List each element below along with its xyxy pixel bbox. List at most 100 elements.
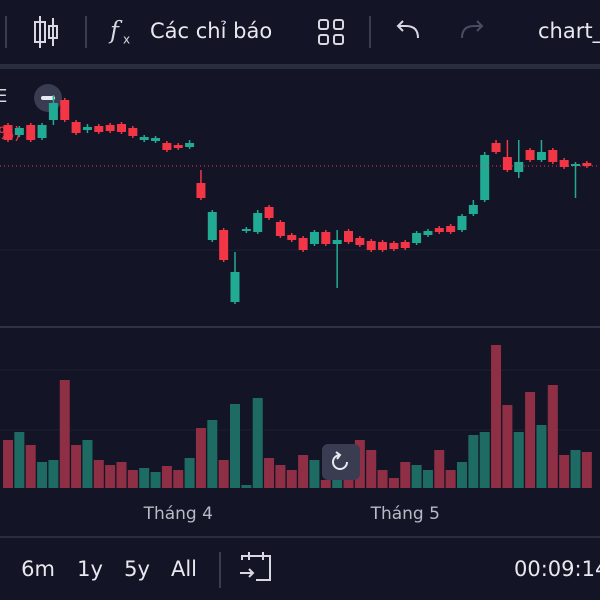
candle-body — [309, 232, 319, 244]
volume-bar — [309, 460, 320, 488]
volume-bar — [536, 425, 547, 488]
volume-bar — [275, 465, 286, 488]
indicators-label: Các chỉ báo — [150, 19, 272, 43]
candle-body — [94, 126, 104, 132]
candle-body — [3, 125, 13, 140]
candle-body — [389, 243, 399, 249]
volume-bar — [547, 385, 558, 488]
candle-type-button[interactable] — [34, 16, 58, 48]
range-buttons: 6m 1y 5y All — [21, 557, 197, 581]
candle-body — [332, 240, 342, 244]
x-tick-label: Tháng 5 — [370, 504, 440, 524]
volume-bar — [25, 445, 36, 488]
undo-button[interactable] — [396, 20, 419, 39]
volume-bar — [48, 460, 59, 488]
volume-bar — [525, 392, 536, 488]
range-button[interactable]: 5y — [124, 557, 150, 581]
volume-bar — [173, 470, 184, 488]
layout-name[interactable]: chart_ — [538, 19, 600, 44]
candle-body — [514, 162, 524, 172]
volume-bar — [298, 455, 309, 488]
volume-bar — [3, 440, 13, 488]
candle-body — [162, 143, 172, 150]
volume-bar — [388, 478, 399, 488]
candle-body — [230, 272, 240, 302]
candle-body — [559, 160, 569, 167]
volume-bar — [161, 466, 172, 488]
volume-bar — [570, 450, 581, 488]
volume-bar — [241, 485, 252, 488]
volume-bar — [37, 462, 48, 488]
volume-bar — [479, 432, 490, 488]
volume-bar — [468, 435, 479, 488]
candle-body — [378, 242, 388, 250]
volume-bar — [434, 450, 445, 488]
candle-body — [71, 122, 81, 133]
candle-body — [287, 235, 297, 240]
candle-body — [37, 125, 47, 138]
candle-body — [457, 216, 467, 230]
volume-bar — [59, 380, 70, 488]
candle-body — [264, 207, 274, 218]
volume-bar — [139, 468, 150, 488]
volume-bar — [252, 398, 263, 488]
candle-body — [412, 233, 422, 243]
volume-bar — [491, 345, 502, 488]
volume-bar — [105, 465, 116, 488]
candle-body — [344, 231, 353, 242]
candle-body — [446, 226, 456, 232]
candle-body — [366, 241, 376, 250]
candle-body — [60, 100, 70, 120]
volume-bar — [445, 470, 456, 488]
candle-body — [525, 150, 535, 160]
candle-body — [571, 164, 580, 166]
volume-bar — [422, 470, 433, 488]
candle-body — [434, 228, 444, 232]
range-button[interactable]: 1y — [77, 557, 103, 581]
collapse-icon — [41, 96, 55, 100]
range-button[interactable]: All — [171, 557, 197, 581]
candle-body — [548, 150, 558, 162]
go-to-date-button[interactable] — [240, 552, 271, 581]
x-tick-label: Tháng 4 — [143, 504, 213, 524]
volume-bar — [14, 432, 25, 488]
range-button[interactable]: 6m — [21, 557, 55, 581]
candle-body — [14, 128, 24, 135]
candle-body — [423, 231, 433, 235]
candle-body — [491, 143, 501, 152]
volume-bar — [150, 472, 161, 488]
candle-body — [151, 138, 161, 141]
legend-text: E — [0, 86, 7, 107]
candle-body — [219, 230, 229, 260]
candle-body — [536, 152, 546, 160]
fx-icon: x — [123, 33, 130, 47]
candle-body — [185, 143, 195, 147]
candle-body — [105, 125, 115, 131]
candle-body — [582, 163, 592, 166]
candle-body — [26, 125, 36, 140]
reset-button[interactable] — [322, 444, 360, 480]
volume-bar — [195, 428, 206, 488]
candle-body — [253, 213, 263, 232]
plot: Tháng 4 Tháng 5 — [0, 95, 600, 524]
volume-bar — [127, 470, 138, 488]
candle-body — [173, 145, 183, 148]
redo-button[interactable] — [461, 20, 484, 39]
indicators-button[interactable]: f x Các chỉ báo — [108, 17, 272, 47]
volume-bar — [366, 450, 377, 488]
volume-bar — [264, 458, 275, 488]
candle-body — [400, 242, 410, 248]
volume-bar — [93, 460, 104, 488]
candle-body — [48, 103, 58, 120]
volume-bar — [230, 404, 240, 488]
layout-button[interactable] — [318, 19, 344, 45]
volume-bar — [457, 462, 467, 488]
volume-bar — [559, 455, 570, 488]
volume-bar — [411, 465, 422, 488]
candle-body — [196, 183, 206, 198]
candle-body — [298, 238, 308, 250]
volume-bar — [502, 405, 513, 488]
candle-body — [139, 137, 149, 140]
volume-bar — [82, 440, 93, 488]
